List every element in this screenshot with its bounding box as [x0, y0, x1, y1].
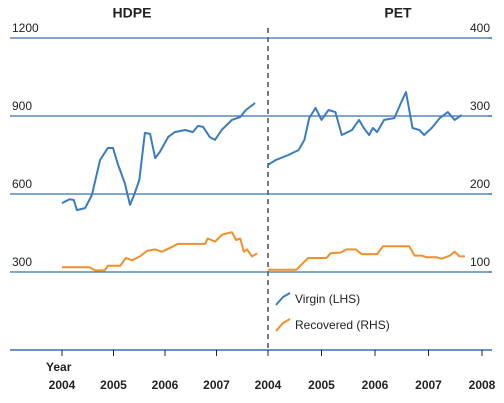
- line-series: [61, 102, 256, 212]
- x-tick-label: 2006: [152, 378, 179, 392]
- y2-tick-label: 300: [470, 99, 490, 113]
- line-series: [268, 245, 465, 271]
- y2-tick-label: 100: [470, 255, 490, 269]
- panel-title: HDPE: [113, 5, 152, 21]
- panel-title: PET: [384, 5, 412, 21]
- y2-tick-label: 400: [470, 21, 490, 35]
- x-tick-label: 2007: [203, 378, 230, 392]
- y2-tick-label: 200: [470, 177, 490, 191]
- legend-swatch: [275, 292, 291, 306]
- x-tick-label: 2005: [100, 378, 127, 392]
- legend-swatch: [275, 318, 291, 332]
- line-series: [62, 231, 258, 272]
- x-tick-label: 2008: [469, 378, 496, 392]
- x-tick-label: 2004: [255, 378, 282, 392]
- y-tick-label: 300: [12, 255, 32, 269]
- x-tick-label: 2005: [308, 378, 335, 392]
- y-tick-label: 600: [12, 177, 32, 191]
- line-series: [267, 91, 463, 166]
- y-tick-label: 900: [12, 99, 32, 113]
- y-tick-label: 1200: [12, 21, 39, 35]
- x-tick-label: 2007: [415, 378, 442, 392]
- x-axis-label: Year: [46, 360, 72, 374]
- legend-label: Recovered (RHS): [295, 318, 390, 332]
- x-tick-label: 2004: [49, 378, 76, 392]
- legend-label: Virgin (LHS): [295, 292, 360, 306]
- x-tick-label: 2006: [362, 378, 389, 392]
